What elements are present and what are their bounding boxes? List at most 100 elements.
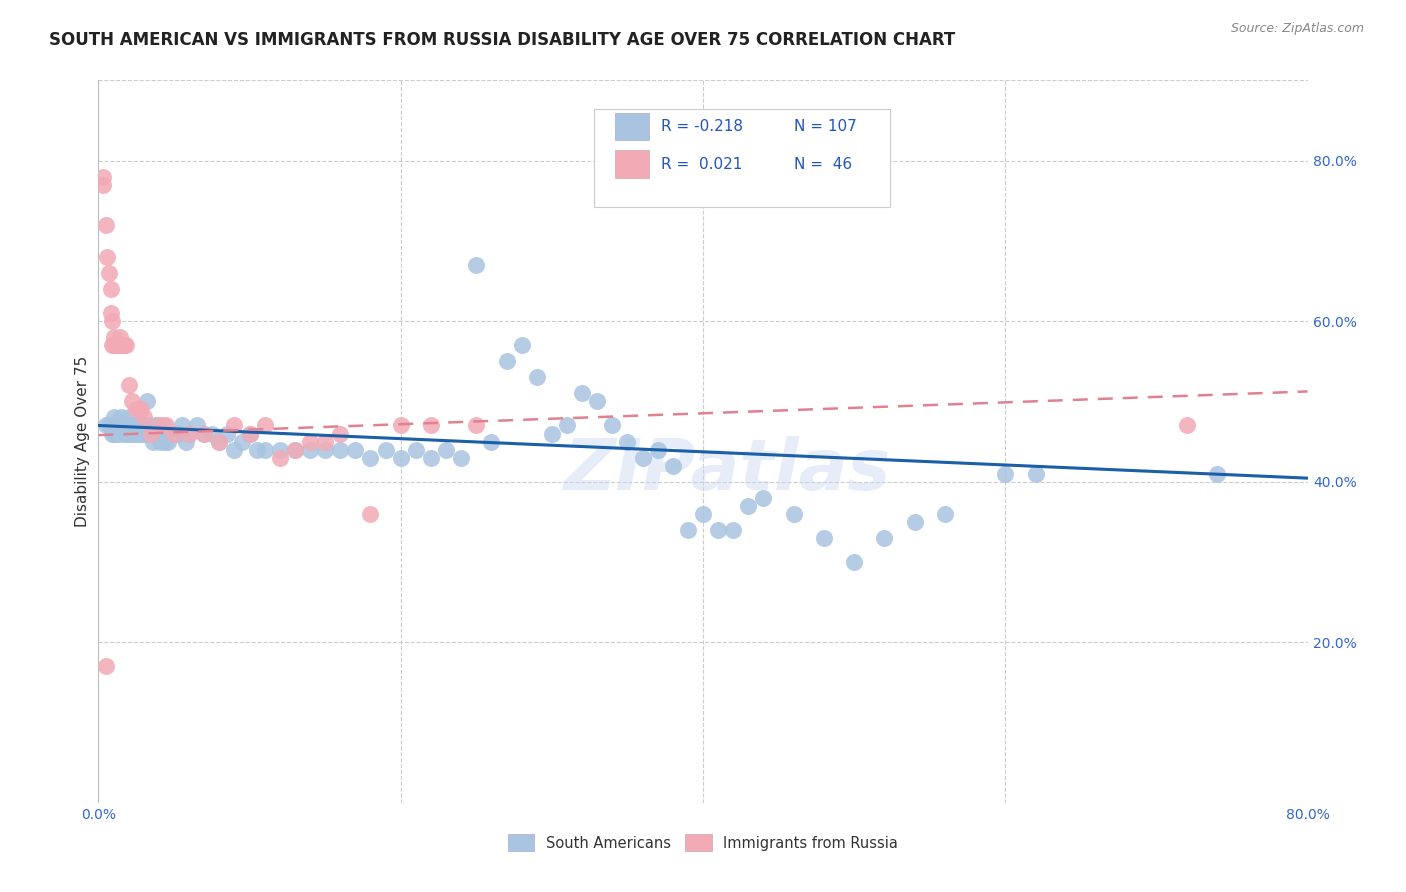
Point [374, 442, 396, 457]
Point [132, 410, 155, 425]
Point [125, 402, 148, 417]
Point [155, 418, 177, 433]
Point [420, 418, 443, 433]
Point [136, 426, 159, 441]
Point [104, 338, 127, 352]
Point [253, 442, 276, 457]
Point [127, 426, 149, 441]
Point [737, 499, 759, 513]
Point [208, 434, 231, 449]
Point [239, 426, 262, 441]
Point [193, 426, 215, 441]
Point [284, 442, 307, 457]
Point [125, 418, 148, 433]
Point [602, 418, 624, 433]
Point [170, 418, 193, 433]
FancyBboxPatch shape [595, 109, 890, 207]
Point [360, 507, 382, 521]
Point [112, 418, 135, 433]
Point [844, 555, 866, 569]
Point [160, 426, 183, 441]
Point [96, 250, 118, 264]
Point [540, 426, 562, 441]
Point [121, 394, 143, 409]
Point [284, 442, 307, 457]
Text: ZIPatlas: ZIPatlas [564, 436, 891, 505]
Point [389, 418, 412, 433]
Point [231, 434, 253, 449]
Point [314, 442, 336, 457]
Point [360, 450, 382, 465]
Point [94, 218, 117, 232]
Point [107, 338, 129, 352]
Point [269, 450, 291, 465]
Point [253, 418, 276, 433]
Point [934, 507, 956, 521]
Point [707, 523, 730, 537]
Point [115, 426, 138, 441]
Point [156, 434, 179, 449]
Point [94, 659, 117, 673]
Point [1206, 467, 1229, 481]
Point [676, 523, 699, 537]
Point [344, 442, 367, 457]
Point [122, 418, 145, 433]
Point [141, 426, 163, 441]
Point [107, 426, 129, 441]
Point [904, 515, 927, 529]
Point [163, 426, 186, 441]
Point [103, 410, 125, 425]
Point [224, 442, 246, 457]
Point [145, 418, 167, 433]
Point [186, 418, 208, 433]
Text: N =  46: N = 46 [793, 157, 852, 171]
Point [111, 426, 134, 441]
Point [91, 178, 114, 192]
Point [299, 434, 322, 449]
Point [108, 330, 131, 344]
Y-axis label: Disability Age Over 75: Disability Age Over 75 [75, 356, 90, 527]
Point [103, 338, 125, 352]
Point [148, 426, 170, 441]
Point [555, 418, 578, 433]
Point [91, 169, 114, 184]
Point [314, 434, 336, 449]
Point [146, 426, 169, 441]
Text: SOUTH AMERICAN VS IMMIGRANTS FROM RUSSIA DISABILITY AGE OVER 75 CORRELATION CHAR: SOUTH AMERICAN VS IMMIGRANTS FROM RUSSIA… [49, 31, 956, 49]
Point [481, 434, 503, 449]
Point [510, 338, 533, 352]
Point [465, 418, 488, 433]
Point [631, 450, 654, 465]
Point [125, 426, 148, 441]
Point [110, 338, 132, 352]
Point [723, 523, 745, 537]
Point [129, 418, 152, 433]
Legend: South Americans, Immigrants from Russia: South Americans, Immigrants from Russia [502, 829, 904, 857]
Point [450, 450, 472, 465]
FancyBboxPatch shape [614, 112, 648, 140]
Point [118, 426, 141, 441]
Point [329, 442, 352, 457]
Point [647, 442, 669, 457]
Point [692, 507, 714, 521]
Point [224, 418, 246, 433]
Point [114, 418, 136, 433]
Point [201, 426, 224, 441]
Point [100, 282, 122, 296]
Point [465, 258, 488, 272]
Point [215, 426, 238, 441]
Point [208, 434, 231, 449]
Point [269, 442, 291, 457]
Text: R = -0.218: R = -0.218 [661, 119, 742, 134]
Point [873, 531, 896, 545]
Point [132, 418, 155, 433]
Point [813, 531, 835, 545]
Point [101, 314, 124, 328]
Point [434, 442, 457, 457]
Point [111, 338, 134, 352]
Point [105, 338, 128, 352]
Point [120, 426, 142, 441]
Point [193, 426, 215, 441]
Point [124, 426, 146, 441]
Point [159, 426, 181, 441]
